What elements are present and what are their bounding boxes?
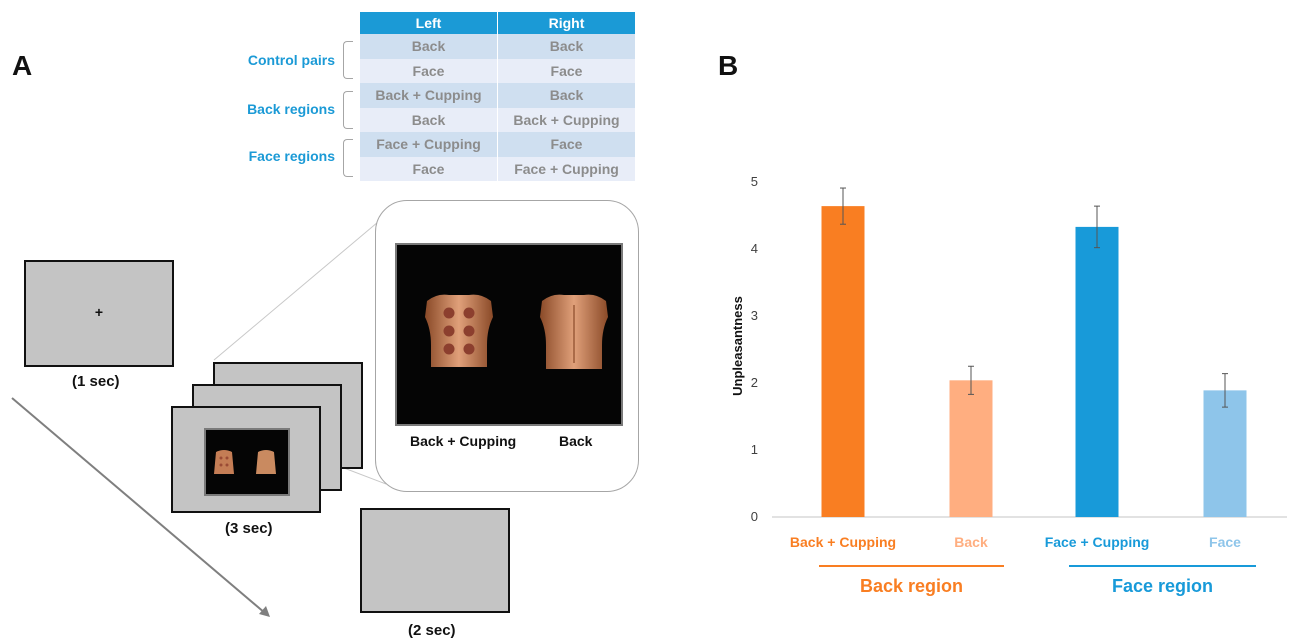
y-tick-label: 1	[751, 442, 758, 457]
group-bracket	[343, 41, 353, 79]
group-label-back: Back regions	[247, 101, 335, 117]
table-cell: Back + Cupping	[497, 107, 635, 132]
table-cell: Face + Cupping	[360, 132, 498, 157]
table-row: Face Face + Cupping	[360, 156, 635, 181]
group-label-control: Control pairs	[247, 52, 335, 68]
y-tick-label: 0	[751, 509, 758, 524]
bar-3	[1075, 226, 1119, 517]
group-bracket	[343, 139, 353, 177]
y-tick-label: 4	[751, 241, 758, 256]
table-row: Back Back	[360, 34, 635, 59]
zoom-label-right: Back	[559, 433, 593, 449]
stimulus-thumbnail-image	[214, 450, 276, 474]
group-bracket	[343, 91, 353, 129]
category-labels: Back + Cupping Back Face + Cupping Face	[790, 534, 1241, 550]
table-cell: Back	[497, 83, 635, 108]
zoom-label-left: Back + Cupping	[410, 433, 517, 449]
stimulus-zoom-drawing	[425, 294, 608, 369]
table-row: Face Face	[360, 58, 635, 83]
bars	[821, 206, 1247, 517]
category-label: Back	[954, 534, 988, 550]
panel-a-label: A	[12, 50, 33, 81]
region-label: Face region	[1112, 576, 1213, 596]
table-row: Back Back + Cupping	[360, 107, 635, 132]
region-labels: Back region Face region	[819, 565, 1256, 596]
table-cell: Face	[497, 58, 635, 83]
stimulus-screen-front	[171, 406, 321, 513]
panel-b-label: B	[718, 50, 739, 81]
y-tick-label: 2	[751, 375, 758, 390]
category-label: Face	[1209, 534, 1241, 550]
bar-2	[949, 380, 993, 517]
zoom-line-bottom	[343, 467, 387, 485]
table-cell: Face	[360, 156, 498, 181]
back-cupping-torso	[425, 294, 493, 367]
y-tick-label: 3	[751, 308, 758, 323]
zoom-line-top	[213, 221, 379, 361]
back-figure	[256, 450, 276, 474]
category-label: Face + Cupping	[1045, 534, 1150, 550]
group-label-face: Face regions	[248, 148, 335, 164]
table-header-left: Left	[360, 12, 498, 34]
table-row: Face + Cupping Face	[360, 132, 635, 157]
bar-4	[1203, 390, 1247, 517]
stimulus-zoom-image	[395, 243, 623, 426]
stimulus-zoom: Back + Cupping Back	[375, 200, 639, 492]
region-label: Back region	[860, 576, 963, 596]
blank-duration: (2 sec)	[408, 622, 456, 639]
error-bars	[840, 187, 1228, 408]
table-cell: Face	[360, 58, 498, 83]
table-cell: Face	[497, 132, 635, 157]
back-cupping-marks	[219, 456, 229, 467]
time-arrow-head	[259, 606, 270, 617]
category-label: Back + Cupping	[790, 534, 896, 550]
condition-table: Left Right Back Back Face Face Back + Cu…	[360, 12, 635, 181]
y-axis-ticks: 0 1 2 3 4 5	[751, 174, 758, 524]
y-tick-label: 5	[751, 174, 758, 189]
table-cell: Back	[497, 34, 635, 59]
back-cupping-figure	[214, 450, 234, 474]
stimulus-thumbnail	[204, 428, 290, 496]
fixation-screen: +	[24, 260, 174, 367]
stimulus-duration: (3 sec)	[225, 520, 273, 537]
table-cell: Back	[360, 107, 498, 132]
y-axis-label: Unpleasantness	[730, 296, 745, 396]
fixation-duration: (1 sec)	[72, 373, 120, 390]
table-row: Back + Cupping Back	[360, 83, 635, 108]
cupping-marks	[443, 307, 475, 355]
table-cell: Back	[360, 34, 498, 59]
blank-screen	[360, 508, 510, 613]
table-cell: Face + Cupping	[497, 156, 635, 181]
time-arrow	[11, 397, 266, 614]
bar-1	[821, 206, 865, 517]
table-cell: Back + Cupping	[360, 83, 498, 108]
table-header-right: Right	[497, 12, 635, 34]
fixation-cross: +	[94, 304, 104, 320]
